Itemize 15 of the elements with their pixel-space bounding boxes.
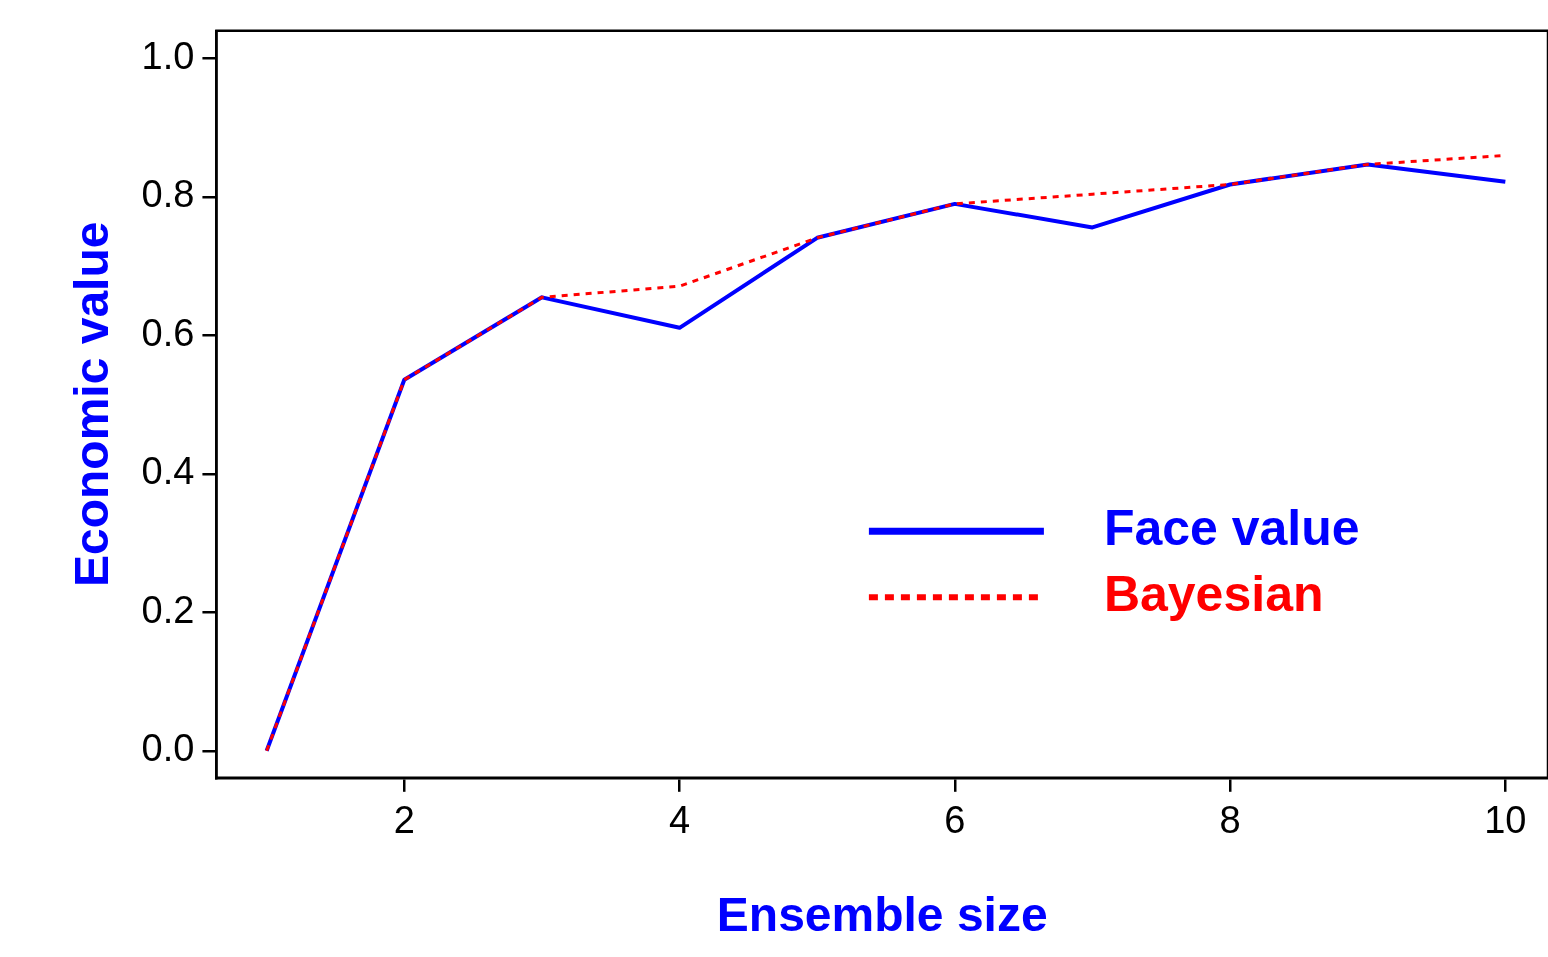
legend-label: Face value xyxy=(1103,500,1360,557)
x-axis-title: Ensemble size xyxy=(716,888,1048,942)
legend-label: Bayesian xyxy=(1103,566,1324,623)
y-tick-label: 0.6 xyxy=(141,311,195,354)
y-tick-label: 0.0 xyxy=(141,727,195,770)
y-tick-label: 0.2 xyxy=(141,588,195,631)
x-tick-label: 2 xyxy=(393,799,415,842)
y-tick-label: 0.8 xyxy=(141,173,195,216)
x-tick-label: 10 xyxy=(1484,799,1527,842)
x-tick-label: 6 xyxy=(944,799,966,842)
y-axis-title: Economic value xyxy=(65,221,119,588)
y-tick-label: 0.4 xyxy=(141,450,195,493)
y-tick-label: 1.0 xyxy=(141,34,195,77)
x-tick-label: 8 xyxy=(1219,799,1241,842)
x-tick-label: 4 xyxy=(668,799,691,842)
